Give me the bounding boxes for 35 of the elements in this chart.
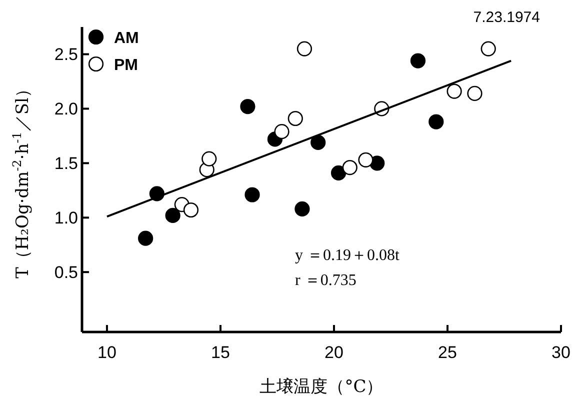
- x-tick-label: 10: [98, 343, 116, 362]
- y-tick-label: 2.5: [54, 45, 78, 64]
- point: [446, 84, 462, 99]
- point: [183, 202, 199, 218]
- point: [310, 134, 326, 150]
- y-tick-label: 0.5: [54, 263, 78, 282]
- y-tick-label: 2.0: [54, 100, 78, 119]
- legend-label: PM: [114, 57, 138, 74]
- x-tick-label: 15: [211, 343, 230, 362]
- point: [274, 124, 290, 140]
- point: [296, 41, 312, 56]
- point: [165, 208, 180, 223]
- point: [330, 165, 346, 181]
- point: [358, 152, 374, 168]
- point: [202, 151, 217, 166]
- point: [467, 86, 482, 101]
- legend-label: AM: [114, 30, 139, 47]
- annotation: r ＝0.735: [295, 272, 356, 289]
- point: [288, 110, 303, 126]
- x-tick-label: 30: [552, 343, 570, 362]
- annotation: y ＝0.19＋0.08t: [295, 247, 400, 264]
- point: [410, 53, 426, 68]
- point: [342, 160, 358, 176]
- point: [240, 98, 256, 114]
- point: [428, 114, 444, 130]
- x-tick-label: 20: [324, 343, 344, 362]
- y-tick-label: 1.0: [54, 208, 78, 228]
- point: [294, 201, 310, 216]
- x-axis-title: 土壌温度（°C）: [260, 377, 384, 397]
- point: [244, 187, 260, 202]
- text: 7.23.1974: [473, 9, 540, 26]
- y-tick-label: 1.5: [54, 154, 78, 174]
- point: [480, 41, 496, 56]
- point: [138, 230, 154, 246]
- x-tick-label: 25: [438, 343, 457, 362]
